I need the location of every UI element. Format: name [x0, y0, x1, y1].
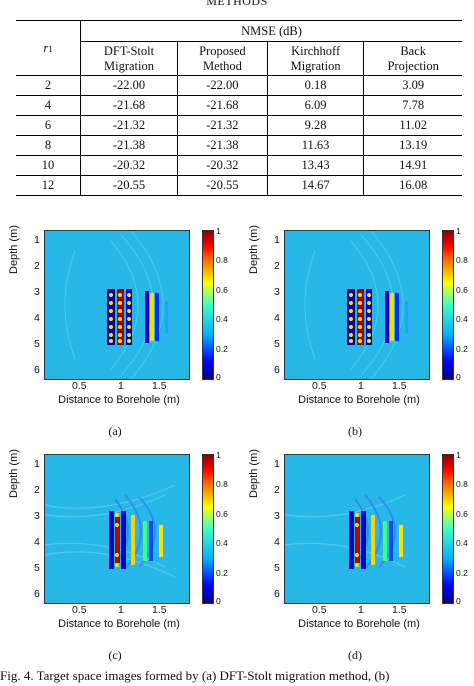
table-row: 2 -22.00 -22.00 0.18 3.09 — [16, 75, 462, 96]
image-panel-a: 1 2 3 4 5 6 Depth (m) 0.5 1 1.5 Distance… — [8, 225, 228, 406]
row-label-header: r1 — [43, 40, 53, 55]
x-axis-label: Distance to Borehole (m) — [58, 618, 180, 630]
table-header-methods: METHODS — [206, 0, 268, 8]
colorbar — [202, 454, 214, 604]
panel-label-a: (a) — [108, 424, 122, 438]
y-axis-label: Depth (m) — [8, 449, 20, 498]
image-panel-c: 1 2 3 4 5 6 Depth (m) 0.5 1 1.5 Distance… — [8, 449, 228, 630]
x-axis-label: Distance to Borehole (m) — [298, 618, 420, 630]
col-header-proposed: Proposed Method — [176, 41, 268, 76]
colorbar — [442, 454, 454, 604]
table-row: 12 -20.55 -20.55 14.67 16.08 — [16, 175, 462, 196]
x-axis-label: Distance to Borehole (m) — [298, 394, 420, 406]
image-panel-b: 1 2 3 4 5 6 Depth (m) 0.5 1 1.5 Distance… — [248, 225, 468, 406]
group-header: NMSE (dB) — [80, 20, 462, 42]
panel-label-b: (b) — [348, 424, 362, 438]
col-header-backproj: Back Projection — [363, 41, 462, 76]
target-image-b — [284, 230, 430, 380]
table-row: 6 -21.32 -21.32 9.28 11.02 — [16, 115, 462, 136]
colorbar — [442, 230, 454, 380]
panel-label-c: (c) — [108, 648, 122, 662]
panel-label-d: (d) — [348, 648, 362, 662]
image-panel-d: 1 2 3 4 5 6 Depth (m) 0.5 1 1.5 Distance… — [248, 449, 468, 630]
y-axis-label: Depth (m) — [8, 225, 20, 274]
col-header-kirchhoff: Kirchhoff Migration — [266, 41, 364, 76]
colorbar — [202, 230, 214, 380]
target-image-a — [44, 230, 190, 380]
nmse-table: r1 NMSE (dB) DFT-Stolt Migration Proposed… — [16, 20, 462, 196]
y-axis-label: Depth (m) — [248, 225, 260, 274]
table-row: 10 -20.32 -20.32 13.43 14.91 — [16, 155, 462, 176]
target-image-c — [44, 454, 190, 604]
x-axis-label: Distance to Borehole (m) — [58, 394, 180, 406]
table-row: 8 -21.38 -21.38 11.63 13.19 — [16, 135, 462, 156]
y-axis-label: Depth (m) — [248, 449, 260, 498]
col-header-dft: DFT-Stolt Migration — [80, 41, 178, 76]
figure-caption: Fig. 4. Target space images formed by (a… — [0, 668, 390, 683]
table-row: 4 -21.68 -21.68 6.09 7.78 — [16, 95, 462, 116]
target-image-d — [284, 454, 430, 604]
